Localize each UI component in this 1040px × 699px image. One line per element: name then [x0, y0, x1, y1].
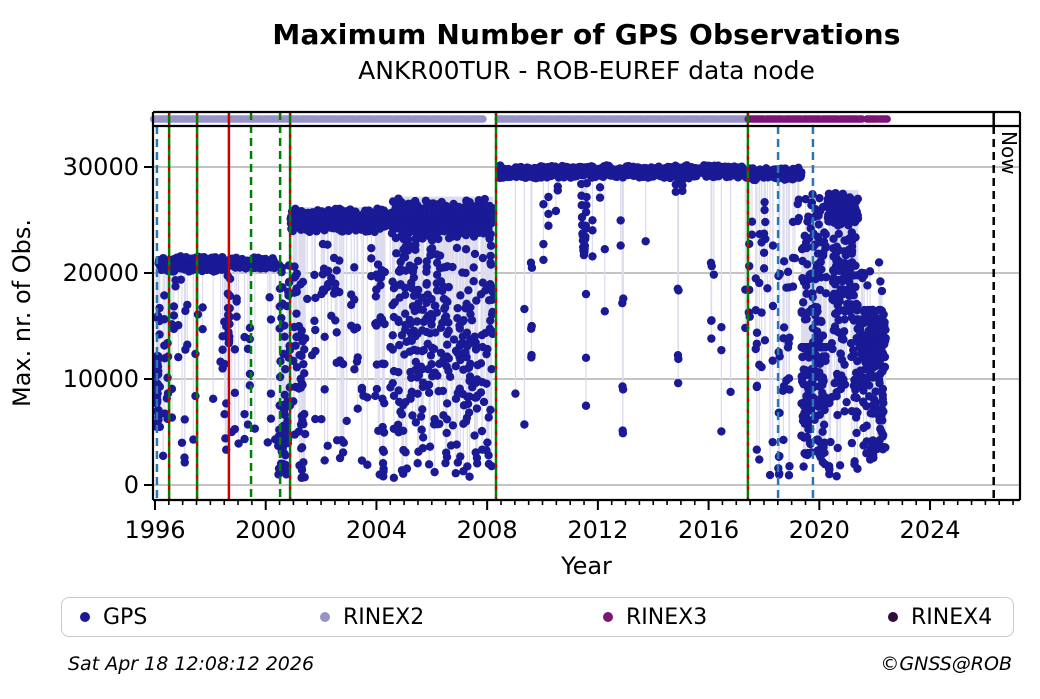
- y-axis-label: Max. nr. of Obs.: [8, 219, 36, 407]
- legend-label-rinex4: RINEX4: [911, 604, 993, 630]
- rinex4-marker-icon: [888, 612, 898, 622]
- legend-item-rinex3: RINEX3: [603, 598, 707, 636]
- chart-title: Maximum Number of GPS Observations: [272, 18, 901, 51]
- plot-timestamp: Sat Apr 18 12:08:12 2026: [68, 653, 315, 675]
- x-axis-label: Year: [560, 552, 612, 580]
- gps-marker-icon: [80, 612, 90, 622]
- now-line-label: Now: [997, 131, 1021, 175]
- rinex2-marker-icon: [320, 612, 330, 622]
- legend-item-rinex2: RINEX2: [320, 598, 424, 636]
- legend-label-gps: GPS: [103, 604, 148, 630]
- legend: GPS RINEX2 RINEX3 RINEX4: [61, 597, 1014, 637]
- legend-item-gps: GPS: [80, 598, 147, 636]
- credit-watermark: ©GNSS@ROB: [880, 653, 1012, 675]
- chart-subtitle: ANKR00TUR - ROB-EUREF data node: [358, 56, 815, 85]
- legend-label-rinex2: RINEX2: [343, 604, 425, 630]
- legend-label-rinex3: RINEX3: [626, 604, 708, 630]
- rinex3-marker-icon: [603, 612, 613, 622]
- legend-item-rinex4: RINEX4: [888, 598, 992, 636]
